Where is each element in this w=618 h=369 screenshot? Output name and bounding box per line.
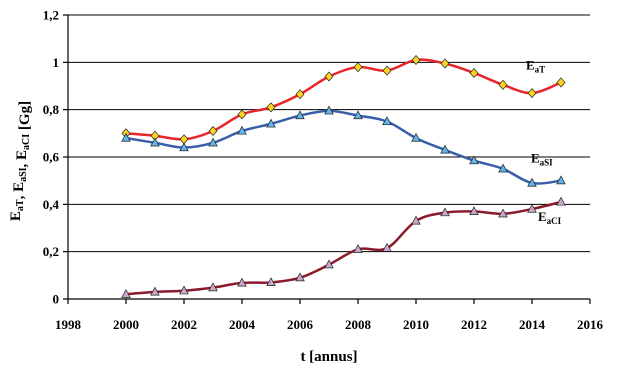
x-axis-title: t [annus] — [300, 349, 357, 365]
data-point — [353, 244, 363, 253]
data-point — [469, 155, 479, 165]
data-point — [556, 196, 566, 206]
x-tick-label: 2014 — [519, 317, 546, 332]
y-title-sub: aSI — [18, 167, 29, 182]
data-point — [556, 77, 566, 88]
series-line — [125, 200, 562, 296]
series-line — [125, 58, 562, 141]
data-point — [237, 125, 247, 135]
data-point — [208, 137, 218, 147]
series-label-main: E — [531, 151, 540, 166]
data-point — [440, 207, 450, 217]
data-point — [237, 277, 247, 287]
y-tick-label: 1 — [53, 55, 60, 70]
series-label-sub: aT — [535, 64, 546, 74]
data-point — [498, 79, 508, 90]
y-title-part: , E — [11, 182, 27, 200]
data-point — [150, 286, 160, 296]
x-tick-label: 2012 — [461, 317, 487, 332]
data-point — [179, 285, 189, 295]
data-point — [295, 89, 305, 100]
x-tick-label: 2010 — [403, 317, 429, 332]
data-point — [440, 144, 450, 154]
data-point — [121, 289, 131, 298]
data-point — [266, 277, 276, 286]
data-point — [150, 137, 160, 147]
data-point — [382, 116, 392, 126]
data-point — [237, 109, 247, 120]
y-title-part: [Gg] — [17, 101, 33, 134]
data-point — [411, 215, 421, 225]
y-title-sub: aT — [15, 199, 26, 211]
data-point — [382, 65, 392, 76]
data-point — [266, 102, 276, 113]
axes: 0 0,2 0,4 0,6 0,8 1 1,2 1998 2000 2002 2004 2006 200… — [43, 8, 604, 333]
y-tick-label: 0,2 — [43, 244, 59, 259]
x-tick-label: 1998 — [55, 317, 82, 332]
x-tick-label: 2002 — [171, 317, 197, 332]
data-point — [324, 105, 334, 115]
y-tick-label: 0,8 — [43, 102, 60, 117]
series-label-EaCI: EaCI — [538, 209, 562, 226]
x-tick-label: 2016 — [577, 317, 604, 332]
data-point — [527, 203, 537, 213]
data-point — [266, 118, 276, 128]
series-label-sub: aSI — [540, 158, 554, 168]
y-axis-title: EaT, EaSI, EaCI [Gg] — [8, 101, 33, 221]
series-label-main: E — [526, 57, 535, 72]
y-tick-label: 0,6 — [43, 150, 60, 165]
y-title-part: E — [8, 211, 24, 221]
y-tick-label: 1,2 — [43, 8, 59, 23]
data-point — [208, 125, 218, 136]
data-point — [411, 132, 421, 142]
x-tick-label: 2004 — [229, 317, 256, 332]
series-EaCI — [121, 196, 566, 298]
x-tick-label: 2008 — [345, 317, 372, 332]
y-title-sub: aCI — [21, 134, 32, 150]
series-label-EaSI: EaSI — [531, 151, 553, 168]
data-point — [324, 259, 334, 269]
data-point — [353, 110, 363, 120]
data-point — [527, 177, 537, 187]
series-label-main: E — [538, 209, 547, 224]
series-layer — [121, 54, 566, 298]
series-label-EaT: EaT — [526, 57, 545, 74]
series-EaSI — [121, 105, 566, 187]
data-point — [469, 206, 479, 215]
grid-lines — [68, 14, 590, 253]
series-EaT — [121, 54, 566, 145]
data-point — [295, 110, 305, 120]
data-point — [498, 208, 508, 218]
series-line — [125, 109, 562, 185]
data-point — [208, 282, 218, 292]
data-point — [179, 142, 189, 152]
x-tick-label: 2006 — [287, 317, 314, 332]
data-point — [121, 132, 131, 142]
data-point — [382, 242, 392, 252]
data-point — [469, 67, 479, 79]
x-tick-label: 2000 — [113, 317, 139, 332]
y-title-part: , E — [14, 150, 30, 168]
data-point — [440, 58, 450, 69]
y-tick-label: 0,4 — [43, 197, 60, 212]
data-point — [498, 163, 508, 173]
series-label-sub: aCI — [547, 216, 562, 226]
data-point — [324, 71, 334, 82]
data-point — [527, 88, 537, 99]
data-point — [295, 272, 305, 282]
data-point — [411, 54, 421, 65]
data-point — [353, 62, 363, 73]
data-point — [556, 175, 566, 185]
y-tick-label: 0 — [53, 292, 60, 307]
